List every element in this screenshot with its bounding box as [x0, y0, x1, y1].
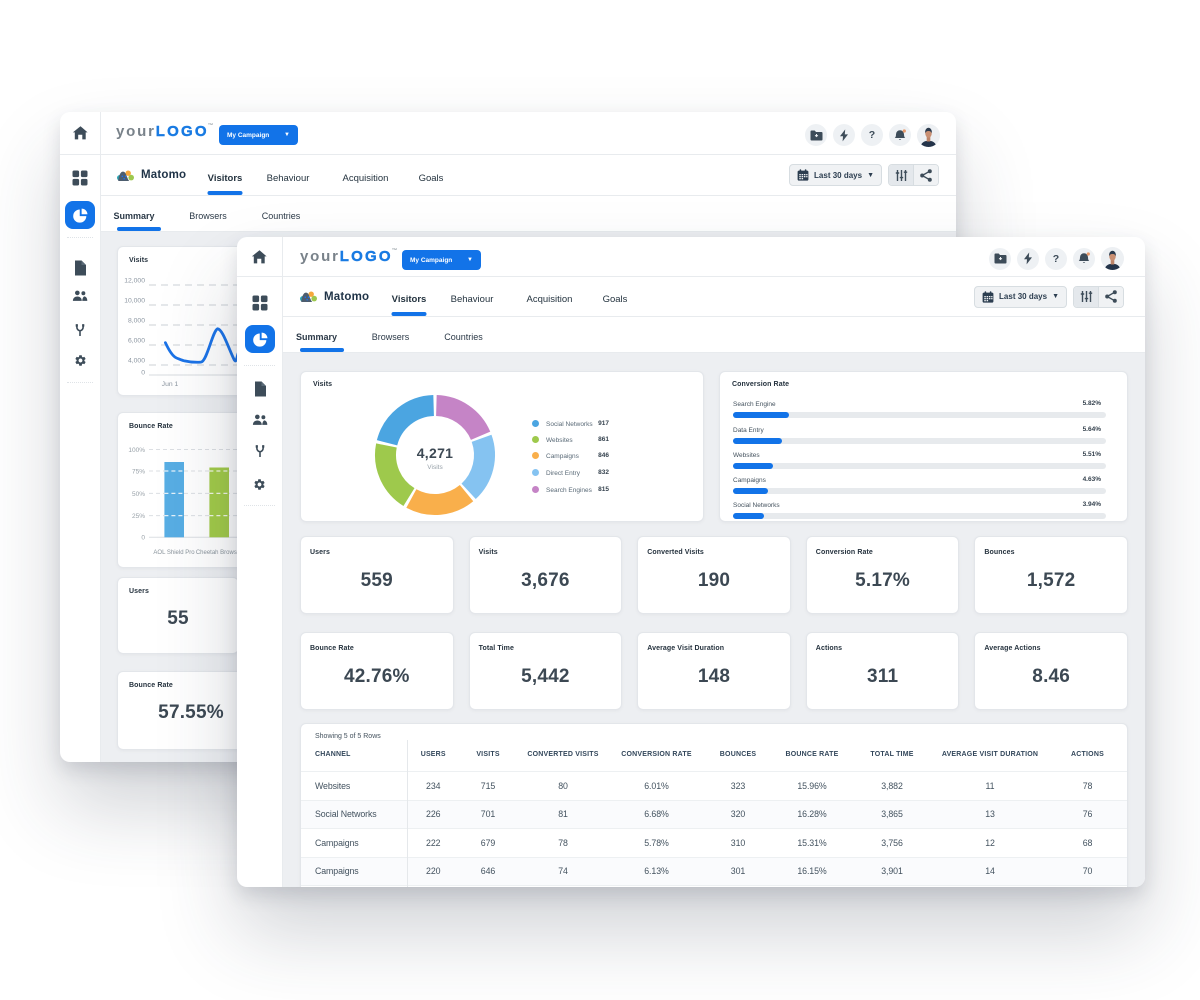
svg-text:75%: 75%	[132, 469, 145, 476]
svg-text:100%: 100%	[128, 447, 145, 454]
svg-text:AOL Shield Pro: AOL Shield Pro	[153, 550, 195, 556]
svg-text:50%: 50%	[132, 491, 145, 498]
svg-text:0: 0	[141, 535, 145, 542]
svg-text:25%: 25%	[132, 513, 145, 520]
svg-text:Jun 1: Jun 1	[162, 381, 179, 388]
svg-text:Cheetah Browser: Cheetah Browser	[196, 550, 242, 556]
svg-text:10,000: 10,000	[124, 298, 145, 305]
svg-text:8,000: 8,000	[128, 318, 145, 325]
svg-text:6,000: 6,000	[128, 338, 145, 345]
svg-text:12,000: 12,000	[124, 278, 145, 285]
svg-text:4,000: 4,000	[128, 358, 145, 365]
svg-text:0: 0	[141, 370, 145, 377]
